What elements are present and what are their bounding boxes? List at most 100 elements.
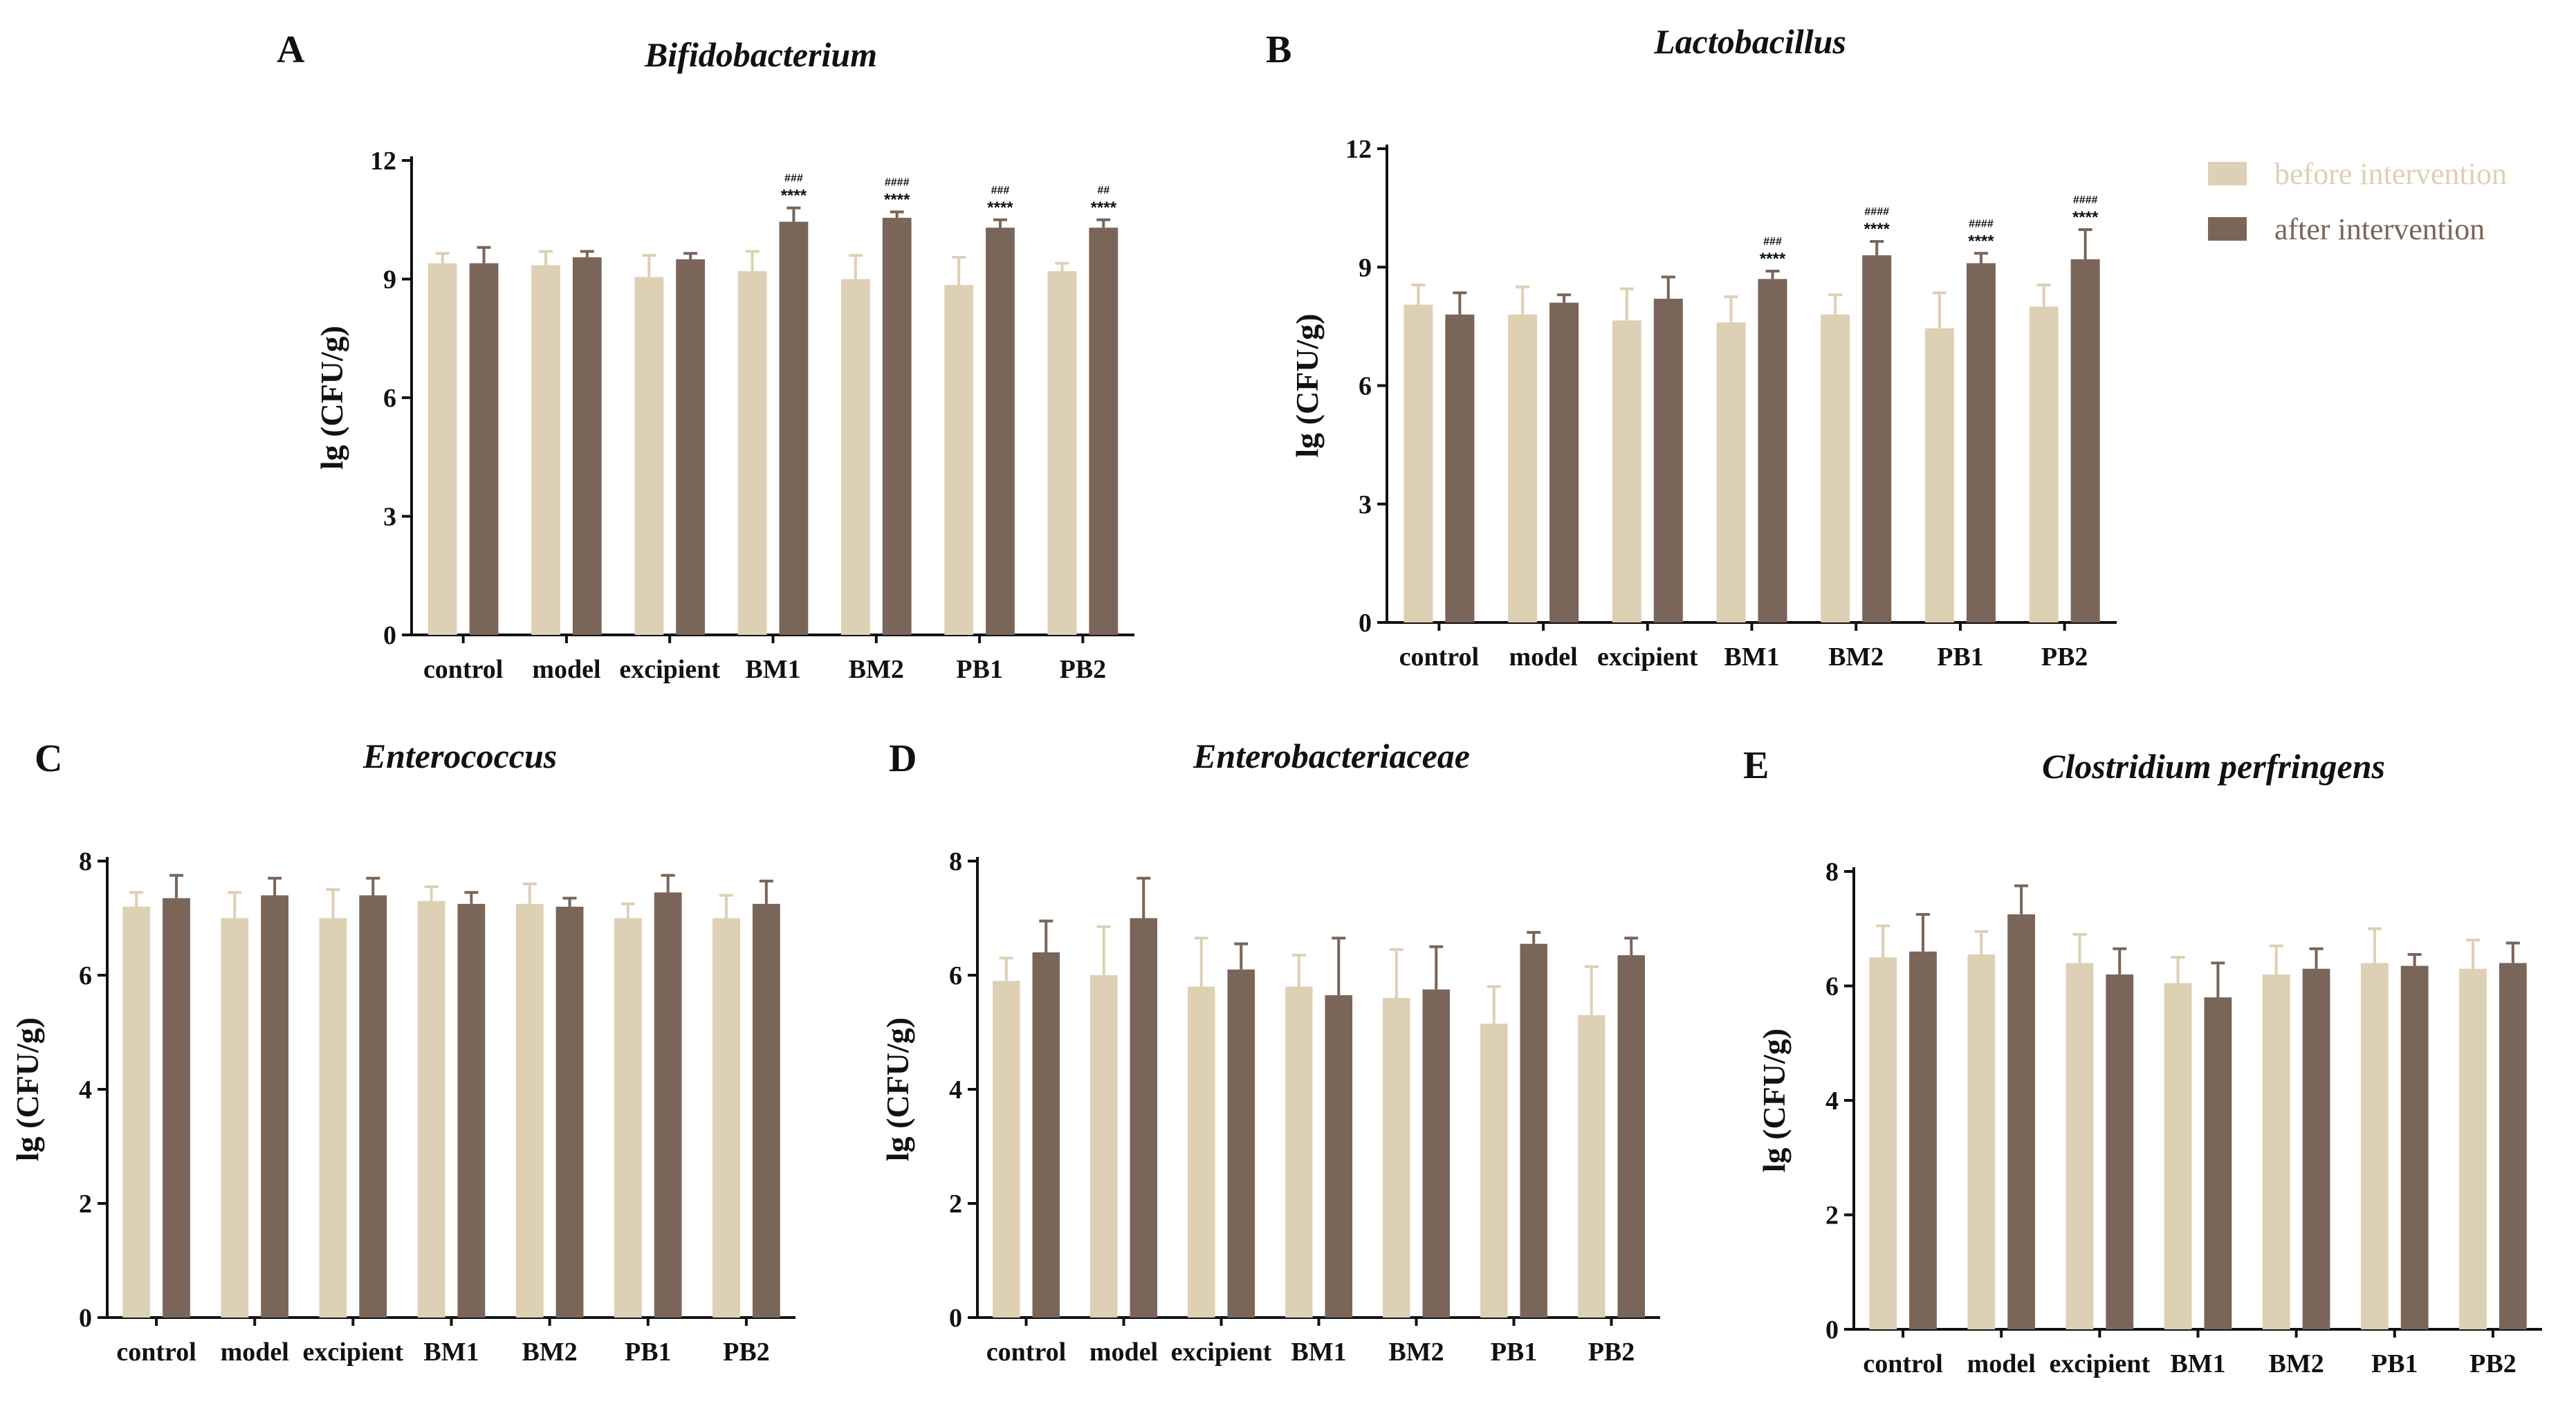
category-label: model — [1967, 1349, 2036, 1378]
chart-panel-c: C Enterococcus lg (CFU/g) 0 2 4 6 8 control model… — [10, 737, 795, 1367]
y-tick-label: 4 — [949, 1075, 962, 1105]
bar-after — [1089, 228, 1119, 635]
bar-before — [1716, 322, 1746, 622]
bar-after — [2400, 966, 2429, 1329]
bar-before — [1508, 314, 1538, 622]
bar-after — [261, 895, 289, 1318]
legend: before intervention after intervention — [2208, 157, 2507, 246]
bar-after — [1549, 302, 1579, 622]
category-label: BM2 — [522, 1338, 578, 1367]
panel-letter: A — [277, 28, 305, 71]
category-label: control — [1399, 643, 1479, 672]
legend-label-before: before intervention — [2274, 157, 2507, 191]
category-label: PB1 — [625, 1338, 672, 1367]
bar-before — [2360, 963, 2389, 1329]
category-label: excipient — [1171, 1338, 1272, 1367]
bar-after — [779, 221, 809, 635]
y-tick-label: 0 — [1359, 609, 1372, 638]
y-tick-label: 8 — [949, 847, 962, 876]
bar-after — [1862, 255, 1892, 622]
bar-after — [2302, 968, 2330, 1329]
y-tick-label: 6 — [1359, 372, 1372, 401]
legend-label-after: after intervention — [2274, 212, 2485, 246]
bar-after — [469, 263, 499, 636]
category-label: BM1 — [1724, 643, 1779, 672]
significance-stars: **** — [1760, 250, 1786, 268]
significance-hash: ### — [1763, 236, 1782, 248]
y-axis-label: lg (CFU/g) — [1289, 313, 1325, 457]
chart-panel-e: E Clostridium perfringens lg (CFU/g) 0 2 4 6 8 c… — [1743, 744, 2542, 1378]
category-label: model — [221, 1338, 289, 1367]
chart-panel-d: D Enterobacteriaceae lg (CFU/g) 0 2 4 6 8 contro… — [880, 737, 1660, 1367]
bar-before — [319, 918, 347, 1318]
bar-after — [676, 259, 706, 636]
category-label: model — [1509, 643, 1577, 672]
panel-letter: B — [1266, 28, 1291, 71]
bar-after — [2204, 997, 2232, 1329]
significance-stars: **** — [2072, 208, 2099, 227]
category-label: control — [1863, 1349, 1942, 1378]
bar-after — [2499, 963, 2527, 1329]
bar-after — [1325, 995, 1352, 1318]
bar-before — [1924, 328, 1954, 622]
category-label: PB1 — [1937, 643, 1984, 672]
y-tick-label: 4 — [79, 1075, 92, 1105]
bar-before — [1821, 314, 1850, 622]
bar-after — [1966, 263, 1996, 623]
bar-before — [221, 918, 249, 1318]
category-label: PB1 — [1491, 1338, 1538, 1367]
y-axis-label: lg (CFU/g) — [1756, 1028, 1792, 1172]
bar-before — [944, 285, 974, 635]
bar-before — [1383, 998, 1410, 1318]
bar-after — [986, 228, 1015, 635]
category-label: control — [423, 655, 503, 684]
category-label: PB1 — [956, 655, 1003, 684]
bar-after — [1909, 951, 1937, 1329]
y-tick-label: 12 — [370, 147, 396, 176]
bar-before — [840, 279, 870, 635]
bar-before — [1612, 320, 1641, 622]
bar-before — [515, 903, 544, 1318]
y-tick-label: 4 — [1825, 1087, 1839, 1116]
y-tick-label: 0 — [79, 1304, 92, 1333]
bar-after — [654, 892, 682, 1318]
bar-after — [1758, 279, 1787, 622]
significance-stars: **** — [1968, 232, 1994, 250]
y-tick-label: 9 — [383, 266, 396, 295]
bar-before — [1869, 957, 1897, 1329]
bar-after — [2106, 974, 2134, 1329]
y-tick-label: 2 — [1825, 1201, 1839, 1230]
category-label: BM1 — [423, 1338, 479, 1367]
significance-hash: ### — [784, 173, 803, 185]
category-label: model — [532, 655, 600, 684]
bar-before — [1578, 1015, 1606, 1318]
bar-before — [122, 907, 151, 1318]
bar-before — [1404, 304, 1433, 622]
category-label: BM1 — [1291, 1338, 1346, 1367]
bar-after — [1422, 989, 1450, 1318]
bar-before — [2164, 983, 2192, 1329]
bar-before — [417, 900, 445, 1318]
category-label: BM1 — [2170, 1349, 2225, 1378]
category-label: PB2 — [2041, 643, 2088, 672]
y-tick-label: 0 — [1825, 1315, 1839, 1345]
bar-before — [427, 263, 457, 636]
category-label: BM2 — [1388, 1338, 1444, 1367]
category-label: BM2 — [1828, 643, 1884, 672]
bar-after — [2070, 259, 2100, 622]
bar-after — [359, 895, 387, 1318]
significance-stars: **** — [884, 190, 910, 209]
significance-hash: #### — [885, 176, 910, 188]
category-label: PB2 — [1060, 655, 1107, 684]
y-tick-label: 6 — [1825, 972, 1839, 1001]
bar-before — [1047, 271, 1077, 636]
category-label: excipient — [2050, 1349, 2151, 1378]
y-tick-label: 12 — [1345, 135, 1372, 164]
y-tick-label: 2 — [79, 1190, 92, 1219]
category-label: PB2 — [723, 1338, 770, 1367]
bar-before — [1285, 986, 1313, 1318]
significance-hash: #### — [1969, 218, 1994, 230]
panel-title: Lactobacillus — [1653, 22, 1846, 61]
category-label: excipient — [1597, 643, 1698, 672]
